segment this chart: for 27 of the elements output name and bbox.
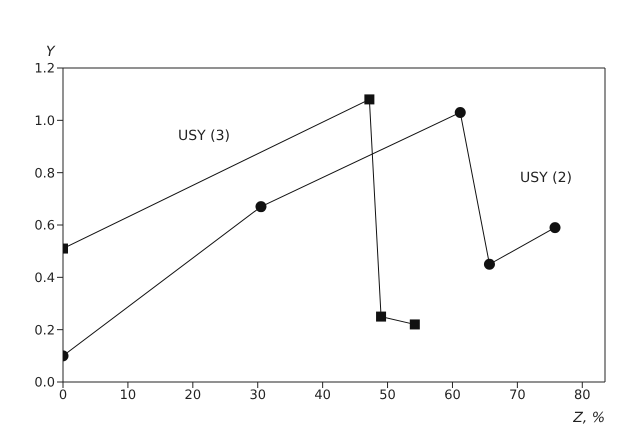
y-tick-label: 0.4 (34, 270, 55, 286)
x-tick-label: 40 (314, 388, 331, 404)
x-tick-label: 10 (120, 388, 136, 404)
y-tick-label: 0.8 (34, 166, 55, 182)
annotation: USY (2) (520, 170, 572, 186)
point (364, 94, 374, 104)
point (484, 258, 495, 270)
x-tick-label: 20 (184, 388, 202, 404)
y-tick-label: 1.2 (34, 62, 55, 77)
y-tick-label: 0.6 (34, 218, 55, 234)
x-tick-label: 50 (379, 388, 396, 404)
x-tick-label: 80 (574, 388, 591, 404)
x-tick-label: 60 (444, 388, 461, 404)
x-tick-label: 0 (58, 388, 68, 404)
x-axis-title: Z, % (572, 410, 605, 426)
point (550, 222, 561, 234)
point (376, 312, 386, 322)
annotation: USY (3) (178, 128, 230, 144)
point (454, 106, 466, 118)
x-tick-label: 30 (249, 388, 266, 404)
point (410, 319, 420, 330)
y-tick-label: 0.2 (34, 323, 55, 338)
y-tick-label: 1.0 (34, 114, 55, 129)
y-axis-title: Y (46, 44, 56, 60)
y-tick-label: 0.0 (34, 376, 55, 391)
point (255, 201, 266, 212)
x-tick-label: 70 (509, 388, 526, 404)
